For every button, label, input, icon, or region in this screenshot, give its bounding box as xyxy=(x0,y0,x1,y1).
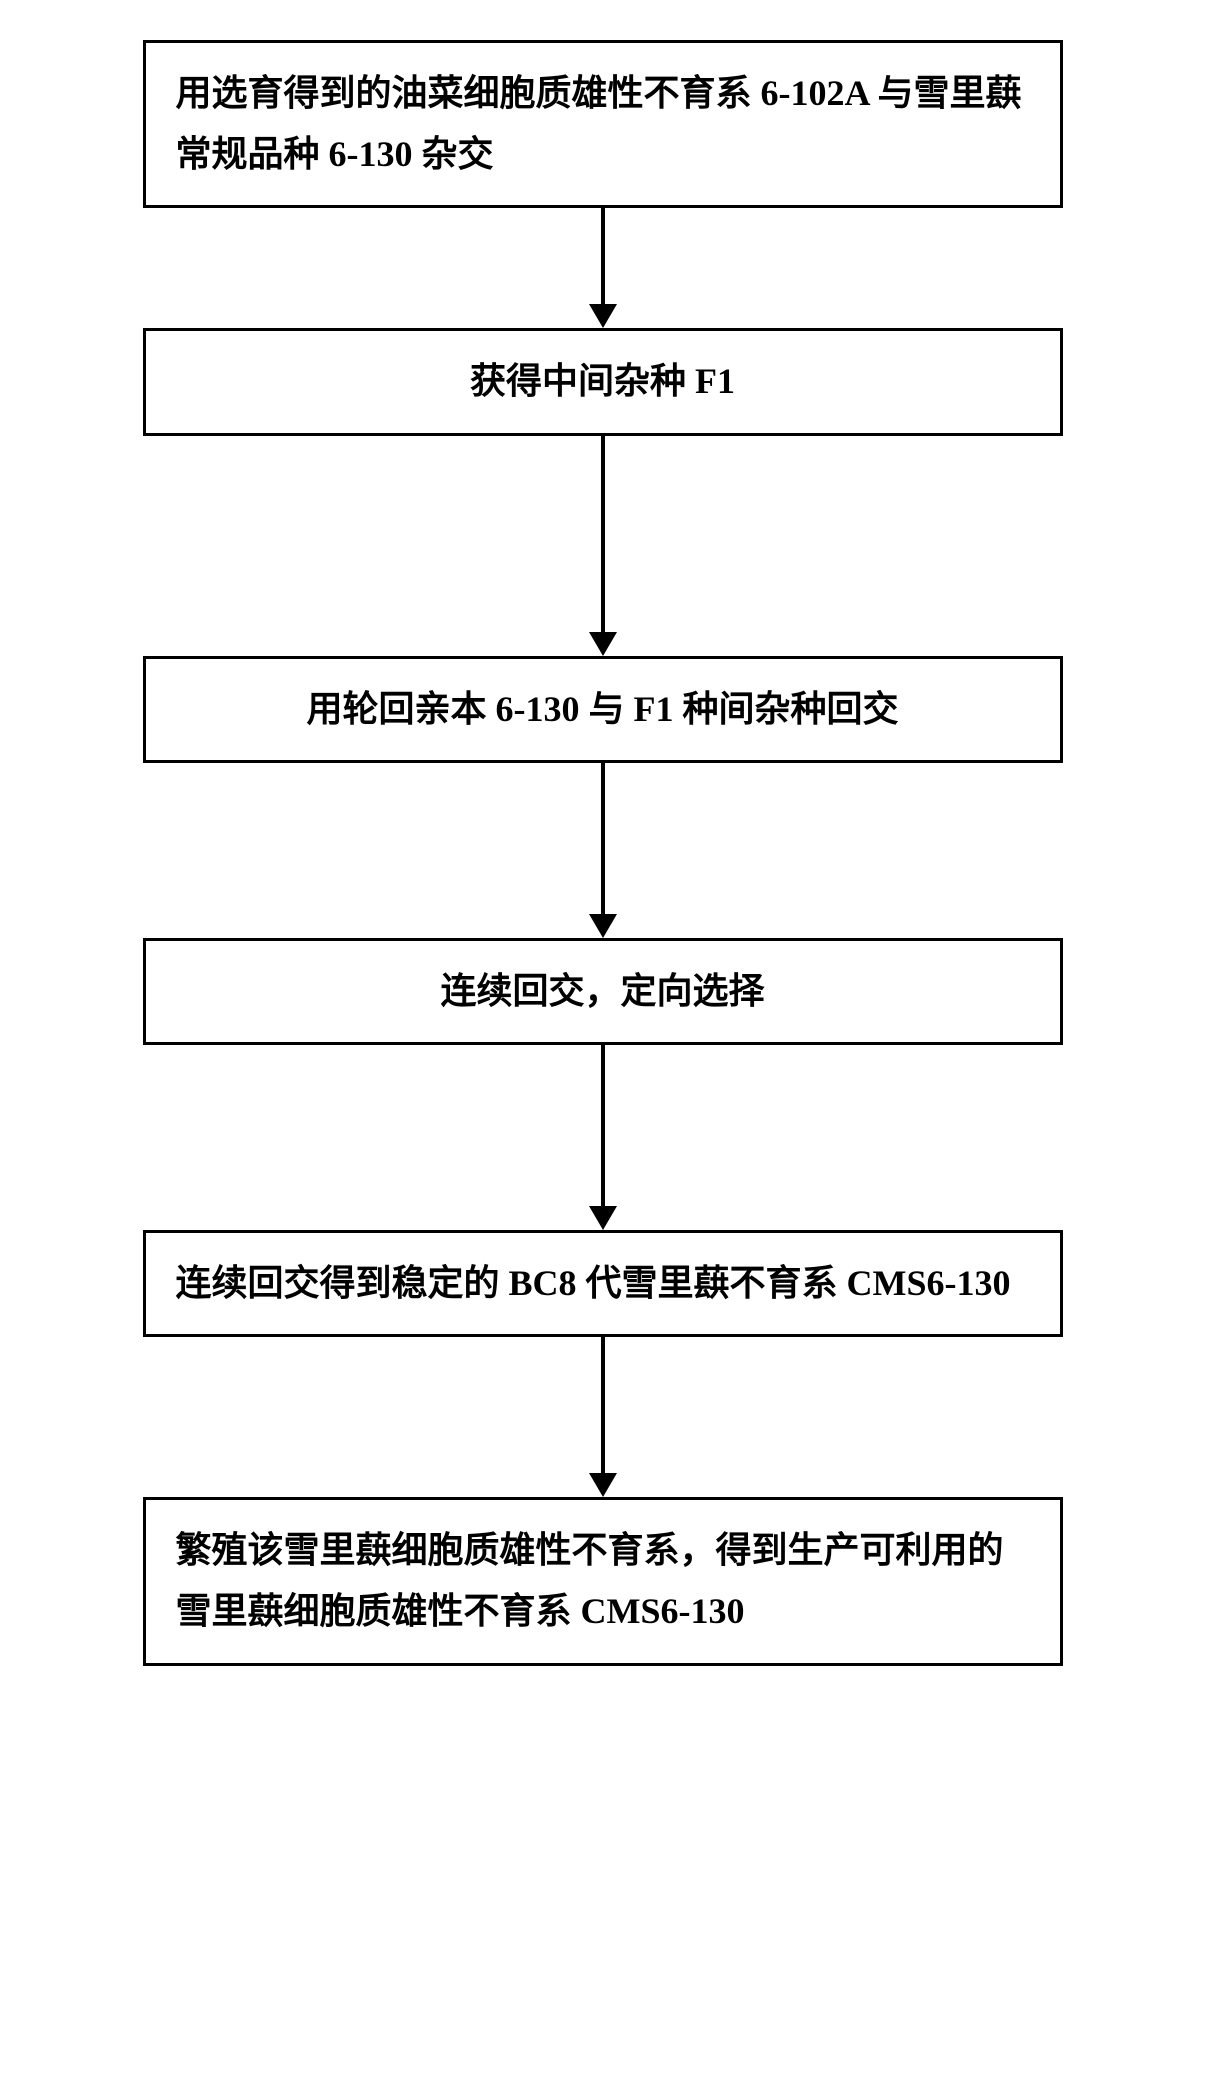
arrow-3 xyxy=(589,763,617,938)
step-3-label: 用轮回亲本 6-130 与 F1 种间杂种回交 xyxy=(307,689,899,729)
flowchart-step-4: 连续回交，定向选择 xyxy=(143,938,1063,1045)
step-2-label: 获得中间杂种 F1 xyxy=(470,361,735,401)
arrow-3-head xyxy=(589,914,617,938)
arrow-1-line xyxy=(601,208,605,304)
arrow-5-head xyxy=(589,1473,617,1497)
flowchart-container: 用选育得到的油菜细胞质雄性不育系 6-102A 与雪里蕻常规品种 6-130 杂… xyxy=(60,40,1145,1666)
arrow-5 xyxy=(589,1337,617,1497)
arrow-1 xyxy=(589,208,617,328)
step-1-label: 用选育得到的油菜细胞质雄性不育系 6-102A 与雪里蕻常规品种 6-130 杂… xyxy=(176,73,1022,174)
arrow-1-head xyxy=(589,304,617,328)
arrow-2-line xyxy=(601,436,605,632)
step-5-label: 连续回交得到稳定的 BC8 代雪里蕻不育系 CMS6-130 xyxy=(176,1263,1011,1303)
arrow-5-line xyxy=(601,1337,605,1473)
flowchart-step-3: 用轮回亲本 6-130 与 F1 种间杂种回交 xyxy=(143,656,1063,763)
arrow-4-line xyxy=(601,1045,605,1206)
step-4-label: 连续回交，定向选择 xyxy=(440,971,764,1011)
arrow-4-head xyxy=(589,1206,617,1230)
step-6-label: 繁殖该雪里蕻细胞质雄性不育系，得到生产可利用的雪里蕻细胞质雄性不育系 CMS6-… xyxy=(176,1530,1004,1631)
arrow-2-head xyxy=(589,632,617,656)
flowchart-step-6: 繁殖该雪里蕻细胞质雄性不育系，得到生产可利用的雪里蕻细胞质雄性不育系 CMS6-… xyxy=(143,1497,1063,1665)
flowchart-step-5: 连续回交得到稳定的 BC8 代雪里蕻不育系 CMS6-130 xyxy=(143,1230,1063,1337)
arrow-4 xyxy=(589,1045,617,1230)
arrow-3-line xyxy=(601,763,605,914)
flowchart-step-2: 获得中间杂种 F1 xyxy=(143,328,1063,435)
flowchart-step-1: 用选育得到的油菜细胞质雄性不育系 6-102A 与雪里蕻常规品种 6-130 杂… xyxy=(143,40,1063,208)
arrow-2 xyxy=(589,436,617,656)
